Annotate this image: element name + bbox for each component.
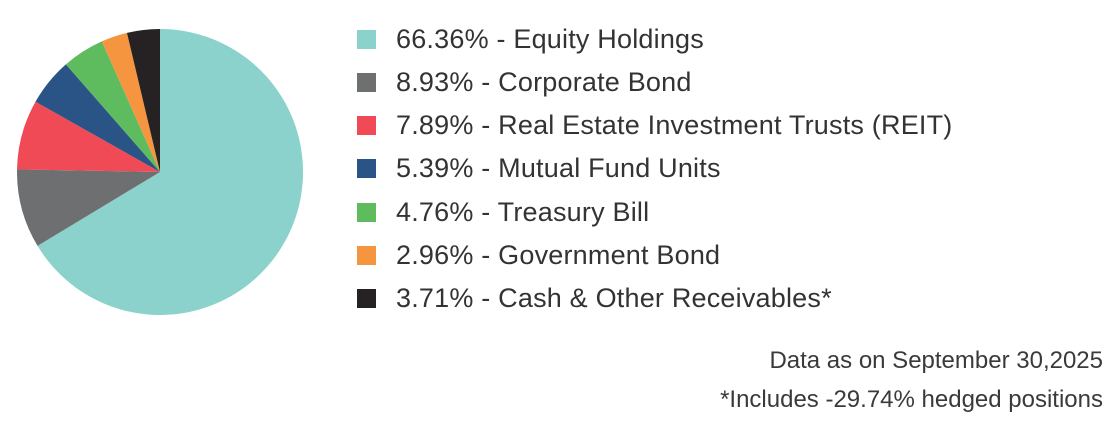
pie-slice-treasury-bill (65, 41, 160, 172)
legend-label: 5.39% - Mutual Fund Units (396, 153, 721, 184)
legend-item: 2.96% - Government Bond (357, 239, 953, 270)
legend: 66.36% - Equity Holdings 8.93% - Corporat… (357, 23, 953, 328)
footnotes: Data as on September 30,2025 *Includes -… (720, 341, 1103, 419)
legend-item: 8.93% - Corporate Bond (357, 66, 953, 97)
pie-slice-corporate-bond (16, 169, 160, 246)
legend-label: 2.96% - Government Bond (396, 239, 721, 270)
pie-svg (16, 29, 304, 315)
pie-chart (16, 29, 304, 315)
legend-swatch-icon (357, 159, 376, 179)
legend-item: 7.89% - Real Estate Investment Trusts (R… (357, 110, 953, 141)
legend-item: 4.76% - Treasury Bill (357, 196, 953, 227)
legend-label: 3.71% - Cash & Other Receivables* (396, 283, 832, 314)
legend-swatch-icon (357, 29, 376, 49)
data-as-on-note: Data as on September 30,2025 (769, 347, 1103, 374)
pie-slice-government-bond (101, 32, 160, 173)
legend-item: 5.39% - Mutual Fund Units (357, 153, 953, 184)
legend-swatch-icon (357, 289, 376, 309)
legend-item: 66.36% - Equity Holdings (357, 23, 953, 54)
pie-slice-cash-other-receivables (126, 29, 160, 172)
pie-slice-equity-holdings (37, 29, 304, 315)
pie-slice-real-estate-investment-trusts-reit (17, 101, 160, 172)
legend-swatch-icon (357, 245, 376, 265)
legend-label: 66.36% - Equity Holdings (396, 23, 704, 54)
legend-label: 8.93% - Corporate Bond (396, 66, 692, 97)
legend-swatch-icon (357, 72, 376, 92)
legend-swatch-icon (357, 202, 376, 222)
legend-item: 3.71% - Cash & Other Receivables* (357, 283, 953, 314)
hedged-positions-note: *Includes -29.74% hedged positions (720, 386, 1103, 413)
legend-swatch-icon (357, 116, 376, 136)
pie-slice-mutual-fund-units (35, 64, 161, 172)
legend-label: 7.89% - Real Estate Investment Trusts (R… (396, 110, 953, 141)
legend-label: 4.76% - Treasury Bill (396, 196, 650, 227)
